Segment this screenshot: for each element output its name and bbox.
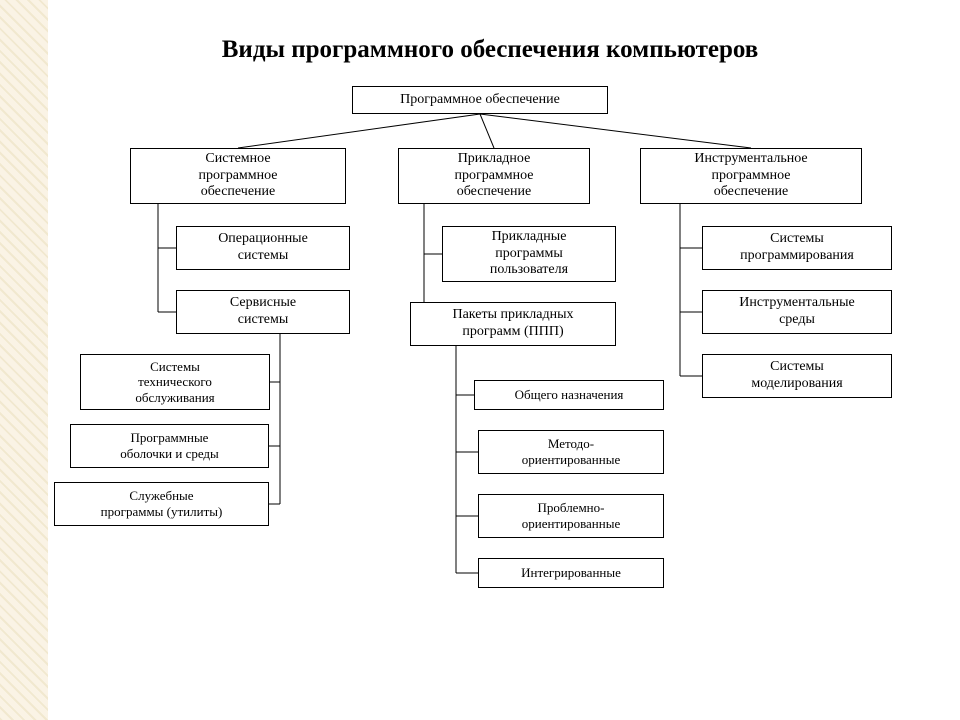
node-userapp: Прикладные программы пользователя [442,226,616,282]
node-sys: Системное программное обеспечение [130,148,346,204]
node-model: Системы моделирования [702,354,892,398]
page-title: Виды программного обеспечения компьютеро… [130,36,850,64]
node-util: Служебные программы (утилиты) [54,482,269,526]
node-gen: Общего назначения [474,380,664,410]
node-progsys: Системы программирования [702,226,892,270]
node-prob: Проблемно- ориентированные [478,494,664,538]
node-app: Прикладное программное обеспечение [398,148,590,204]
node-integ: Интегрированные [478,558,664,588]
node-tech: Системы технического обслуживания [80,354,270,410]
node-root: Программное обеспечение [352,86,608,114]
node-ppp: Пакеты прикладных программ (ППП) [410,302,616,346]
decorative-sidebar [0,0,48,720]
node-ide: Инструментальные среды [702,290,892,334]
node-serv: Сервисные системы [176,290,350,334]
node-os: Операционные системы [176,226,350,270]
node-tool: Инструментальное программное обеспечение [640,148,862,204]
node-shell: Программные оболочки и среды [70,424,269,468]
node-method: Методо- ориентированные [478,430,664,474]
